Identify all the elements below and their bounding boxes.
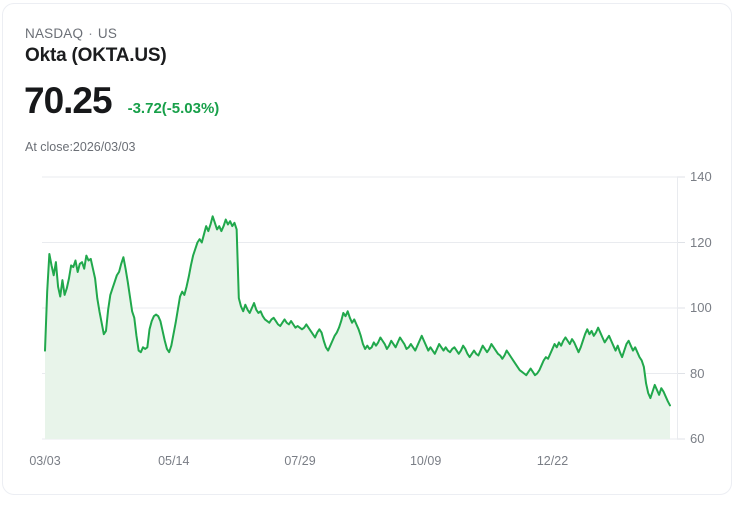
price-row: 70.25 -3.72(-5.03%) xyxy=(24,82,219,119)
y-axis-tick-label: 120 xyxy=(690,234,712,250)
exchange-name: NASDAQ xyxy=(25,26,84,41)
chart-axis-labels: 60 80 100 120 140 03/03 05/14 07/29 10/09 12/22 xyxy=(3,4,731,494)
x-axis-tick-label: 05/14 xyxy=(158,454,190,468)
chart-price-line xyxy=(44,215,671,407)
page-title: Okta (OKTA.US) xyxy=(25,45,167,66)
price-change: -3.72(-5.03%) xyxy=(127,100,220,117)
exchange-region-row: NASDAQ · US xyxy=(25,26,117,41)
exchange-separator: · xyxy=(88,26,93,41)
y-axis-tick-label: 60 xyxy=(690,431,705,446)
x-axis-tick-label: 10/09 xyxy=(409,454,442,468)
x-axis-tick-label: 03/03 xyxy=(29,454,61,468)
x-axis-tick-label: 12/22 xyxy=(536,454,569,468)
stock-quote-card: NASDAQ · US Okta (OKTA.US) 70.25 -3.72(-5.… xyxy=(2,3,732,495)
y-axis-tick-label: 100 xyxy=(690,300,712,315)
close-timestamp: At close:2026/03/03 xyxy=(25,140,136,154)
y-axis-tick-label: 140 xyxy=(690,169,712,184)
y-axis-tick-label: 80 xyxy=(690,365,705,381)
price-chart-svg xyxy=(42,176,685,440)
current-price: 70.25 xyxy=(24,80,113,121)
x-axis-tick-label: 07/29 xyxy=(284,454,316,468)
region-code: US xyxy=(97,26,118,41)
price-chart: 60 80 100 120 140 03/03 05/14 07/29 10/09 12/22 xyxy=(3,4,731,494)
chart-area-fill xyxy=(45,216,670,439)
